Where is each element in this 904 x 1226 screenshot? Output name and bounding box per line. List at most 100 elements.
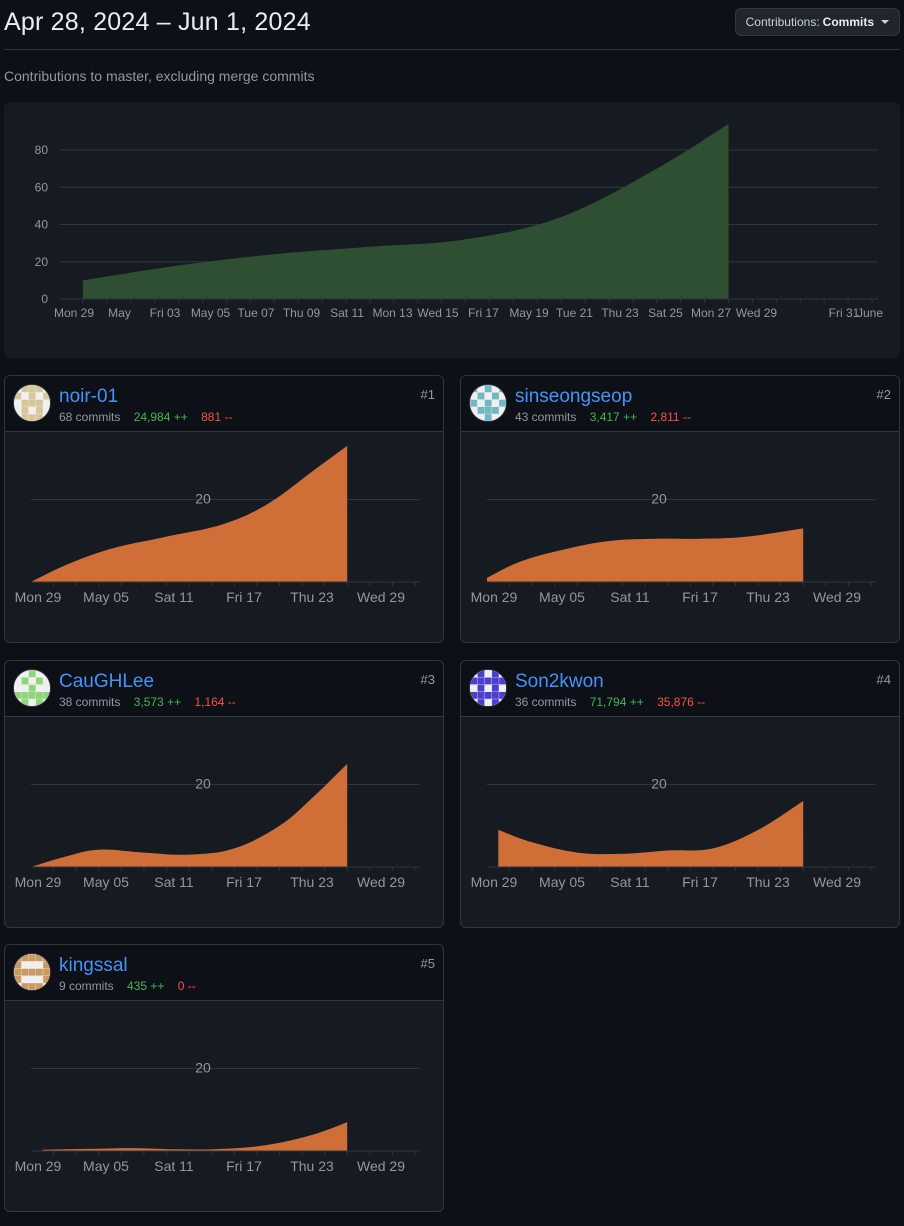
contributor-stats: 43 commits 3,417 ++ 2,811 --	[515, 410, 691, 424]
contributor-card: Son2kwon 36 commits 71,794 ++ 35,876 -- …	[460, 660, 900, 928]
contributor-stats: 36 commits 71,794 ++ 35,876 --	[515, 695, 705, 709]
y-tick-label: 20	[195, 491, 211, 507]
identicon-icon	[14, 670, 50, 706]
contributor-card-header: kingssal 9 commits 435 ++ 0 -- #5	[5, 945, 443, 1001]
x-tick-label: Fri 17	[226, 589, 262, 605]
x-tick-label: Wed 15	[417, 306, 458, 320]
x-tick-label: Fri 17	[226, 874, 262, 890]
contributor-stats: 9 commits 435 ++ 0 --	[59, 979, 196, 993]
contributor-name-link[interactable]: sinseongseop	[515, 386, 633, 407]
contributor-card-header: noir-01 68 commits 24,984 ++ 881 -- #1	[5, 376, 443, 432]
series-area	[31, 763, 348, 867]
commit-count[interactable]: 9 commits	[59, 979, 114, 993]
contributor-chart-svg: 20 Mon 29 May 05 Sat 11 Fri 17 Thu 23 Wed 29	[15, 1060, 419, 1174]
additions-count: 3,573 ++	[133, 695, 182, 709]
series-area	[31, 445, 348, 582]
y-tick-label: 0	[41, 292, 48, 306]
x-tick-label: Wed 29	[357, 1158, 405, 1174]
x-tick-label: June	[857, 306, 883, 320]
x-tick-label: Sat 11	[154, 589, 194, 605]
contributor-rank: #3	[420, 672, 435, 687]
contributor-card-header: Son2kwon 36 commits 71,794 ++ 35,876 -- …	[461, 661, 899, 717]
x-tick-label: Fri 17	[682, 874, 718, 890]
x-tick-label: Fri 03	[150, 306, 181, 320]
y-tick-label: 20	[651, 776, 667, 792]
identicon-icon	[470, 670, 506, 706]
deletions-count: 2,811 --	[650, 410, 691, 424]
x-tick-label: Tue 21	[556, 306, 593, 320]
x-tick-label: Thu 23	[290, 1158, 334, 1174]
contributor-card: kingssal 9 commits 435 ++ 0 -- #5 20 Mon …	[4, 944, 444, 1212]
x-tick-label: Mon 29	[471, 589, 518, 605]
date-range-title: Apr 28, 2024 – Jun 1, 2024	[4, 8, 311, 36]
contributor-name-link[interactable]: CauGHLee	[59, 671, 155, 692]
contributor-stats: 38 commits 3,573 ++ 1,164 --	[59, 695, 236, 709]
y-tick-label: 20	[651, 491, 667, 507]
contributor-chart-svg: 20 Mon 29 May 05 Sat 11 Fri 17 Thu 23 Wed 29	[471, 491, 875, 605]
contributions-value: Commits	[822, 15, 874, 29]
contributor-card: CauGHLee 38 commits 3,573 ++ 1,164 -- #3…	[4, 660, 444, 928]
x-tick-label: Thu 23	[746, 874, 790, 890]
x-tick-label: May 05	[83, 589, 129, 605]
contributor-stats: 68 commits 24,984 ++ 881 --	[59, 410, 232, 424]
contributor-chart-svg: 20 Mon 29 May 05 Sat 11 Fri 17 Thu 23 Wed 29	[15, 763, 419, 890]
commit-count[interactable]: 36 commits	[515, 695, 577, 709]
x-tick-label: Thu 23	[601, 306, 639, 320]
caret-down-icon	[881, 20, 889, 24]
identicon-icon	[14, 385, 50, 421]
additions-count: 24,984 ++	[133, 410, 188, 424]
x-tick-label: May 05	[539, 874, 585, 890]
y-tick-label: 20	[195, 776, 211, 792]
contributor-card: noir-01 68 commits 24,984 ++ 881 -- #1 2…	[4, 375, 444, 643]
y-tick-label: 20	[195, 1060, 211, 1076]
x-tick-label: Sat 11	[154, 874, 194, 890]
x-tick-label: Thu 23	[290, 874, 334, 890]
x-tick-label: Wed 29	[813, 874, 861, 890]
additions-count: 3,417 ++	[589, 410, 638, 424]
x-tick-label: Sat 11	[330, 306, 364, 320]
x-tick-label: May	[108, 306, 131, 320]
additions-count: 71,794 ++	[589, 695, 644, 709]
x-tick-label: Sat 25	[648, 306, 683, 320]
commit-count[interactable]: 43 commits	[515, 410, 577, 424]
avatar[interactable]	[13, 384, 51, 422]
deletions-count: 35,876 --	[657, 695, 706, 709]
identicon-icon	[14, 954, 50, 990]
avatar[interactable]	[469, 669, 507, 707]
additions-count: 435 ++	[127, 979, 165, 993]
y-tick-label: 80	[35, 143, 49, 157]
contributor-name-link[interactable]: kingssal	[59, 955, 128, 976]
contributor-card-header: CauGHLee 38 commits 3,573 ++ 1,164 -- #3	[5, 661, 443, 717]
avatar[interactable]	[13, 669, 51, 707]
overall-chart-svg: 0 20 40 60 80 Mon 29 May Fri 03 May 05 Tue 07 Thu …	[35, 123, 883, 320]
contributor-chart-svg: 20 Mon 29 May 05 Sat 11 Fri 17 Thu 23 Wed 29	[15, 445, 419, 605]
x-tick-label: May 19	[509, 306, 549, 320]
contributions-label: Contributions:	[745, 15, 820, 29]
x-tick-label: Fri 17	[226, 1158, 262, 1174]
identicon-icon	[470, 385, 506, 421]
deletions-count: 0 --	[177, 979, 196, 993]
commit-count[interactable]: 68 commits	[59, 410, 121, 424]
x-tick-label: Thu 23	[746, 589, 790, 605]
x-tick-label: Mon 29	[471, 874, 518, 890]
contributor-name-link[interactable]: Son2kwon	[515, 671, 604, 692]
x-tick-label: Mon 13	[372, 306, 412, 320]
x-tick-label: Mon 29	[54, 306, 94, 320]
x-tick-label: Thu 09	[283, 306, 321, 320]
x-tick-label: Sat 11	[610, 874, 650, 890]
x-tick-label: Wed 29	[357, 874, 405, 890]
contributions-type-dropdown[interactable]: Contributions: Commits	[734, 8, 900, 36]
contributor-rank: #5	[420, 956, 435, 971]
x-tick-label: Sat 11	[610, 589, 650, 605]
x-tick-label: May 05	[539, 589, 585, 605]
x-tick-label: Mon 29	[15, 1158, 62, 1174]
graph-subtitle: Contributions to master, excluding merge…	[4, 68, 315, 84]
commit-count[interactable]: 38 commits	[59, 695, 121, 709]
contributor-card-header: sinseongseop 43 commits 3,417 ++ 2,811 -…	[461, 376, 899, 432]
series-area	[487, 528, 804, 582]
avatar[interactable]	[469, 384, 507, 422]
contributor-rank: #4	[876, 672, 891, 687]
avatar[interactable]	[13, 953, 51, 991]
contributor-name-link[interactable]: noir-01	[59, 386, 119, 407]
x-tick-label: Mon 29	[15, 589, 62, 605]
